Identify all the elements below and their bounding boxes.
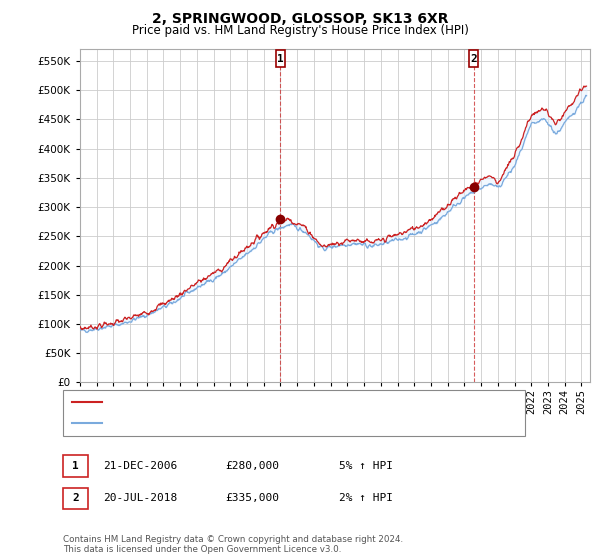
FancyBboxPatch shape [469, 50, 478, 67]
Text: 2, SPRINGWOOD, GLOSSOP, SK13 6XR (detached house): 2, SPRINGWOOD, GLOSSOP, SK13 6XR (detach… [109, 397, 404, 407]
Text: 20-JUL-2018: 20-JUL-2018 [103, 493, 178, 503]
Text: HPI: Average price, detached house, High Peak: HPI: Average price, detached house, High… [109, 418, 354, 428]
Text: Price paid vs. HM Land Registry's House Price Index (HPI): Price paid vs. HM Land Registry's House … [131, 24, 469, 36]
Text: 1: 1 [277, 54, 284, 64]
Text: £335,000: £335,000 [225, 493, 279, 503]
Text: Contains HM Land Registry data © Crown copyright and database right 2024.
This d: Contains HM Land Registry data © Crown c… [63, 535, 403, 554]
Text: 2: 2 [72, 493, 79, 503]
FancyBboxPatch shape [276, 50, 284, 67]
Text: 1: 1 [72, 461, 79, 471]
Text: 2% ↑ HPI: 2% ↑ HPI [339, 493, 393, 503]
Text: 2: 2 [470, 54, 477, 64]
Text: 21-DEC-2006: 21-DEC-2006 [103, 461, 178, 471]
Text: £280,000: £280,000 [225, 461, 279, 471]
Text: 5% ↑ HPI: 5% ↑ HPI [339, 461, 393, 471]
Text: 2, SPRINGWOOD, GLOSSOP, SK13 6XR: 2, SPRINGWOOD, GLOSSOP, SK13 6XR [152, 12, 448, 26]
